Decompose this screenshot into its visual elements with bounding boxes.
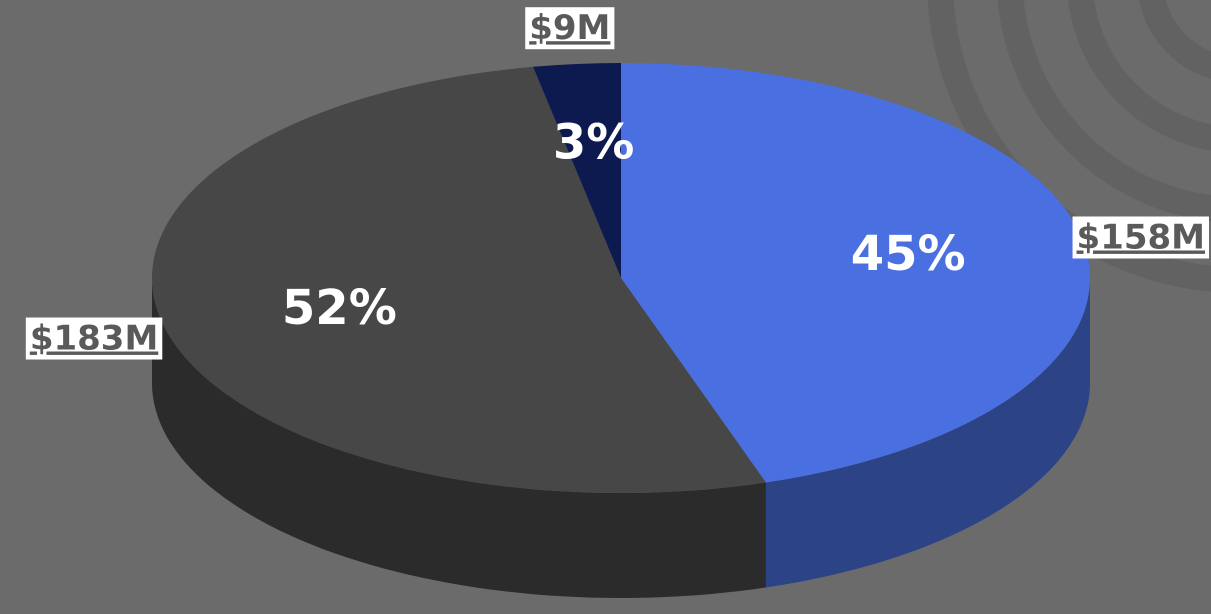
amount-text: $183M (30, 319, 158, 359)
amount-text: $9M (529, 8, 610, 48)
percent-label: 45% (851, 226, 966, 282)
amount-label: $158M (1072, 216, 1209, 259)
amount-text: $158M (1077, 217, 1205, 257)
slice (152, 66, 766, 494)
slice-side (152, 278, 766, 598)
slice (621, 63, 1091, 483)
label-box (25, 317, 163, 360)
percent-label: 3% (553, 114, 635, 170)
percent-label: 52% (282, 280, 397, 336)
slice-side (765, 278, 1090, 588)
label-box (1072, 216, 1209, 259)
slice (533, 63, 621, 278)
pie-sides (152, 278, 1090, 598)
label-box (525, 7, 615, 50)
amount-label: $183M (25, 317, 163, 360)
amount-label: $9M (525, 7, 615, 50)
